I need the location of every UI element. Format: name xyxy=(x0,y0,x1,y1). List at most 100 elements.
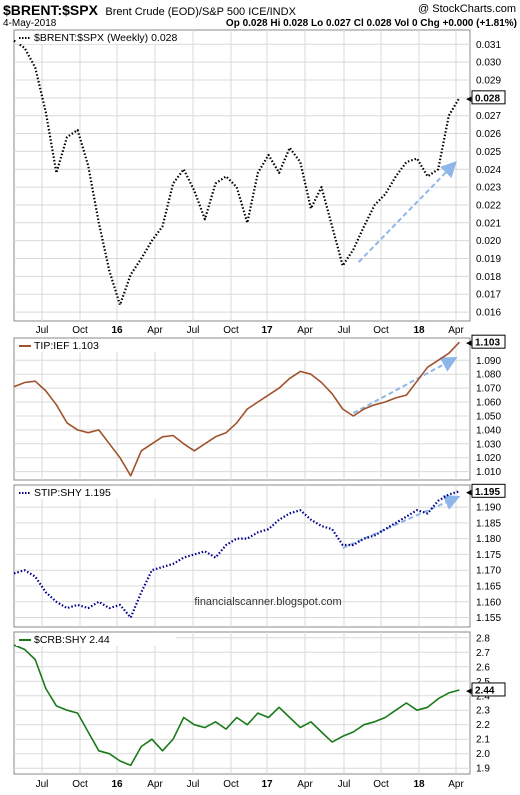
quote-date: 4-May-2018 xyxy=(3,18,57,29)
y-tick-label: 0.026 xyxy=(476,129,501,140)
legend-background xyxy=(16,486,176,499)
x-tick-label: Jul xyxy=(36,325,49,336)
last-value-label: 0.028 xyxy=(475,93,500,104)
last-value-badge xyxy=(471,90,506,105)
last-value-label: 2.44 xyxy=(475,685,495,696)
symbol-description: Brent Crude (EOD)/S&P 500 ICE/INDX xyxy=(105,6,296,18)
y-tick-label: 0.029 xyxy=(476,75,501,86)
panel-2: 1.090 1.080 1.070 1.060 1.050 1.040 1.030 1.020… xyxy=(13,334,506,481)
y-tick-label: 0.027 xyxy=(476,111,501,122)
x-tick-label: Jul xyxy=(187,779,200,790)
symbol-title: $BRENT:$SPX xyxy=(3,2,98,18)
x-tick-label: Oct xyxy=(223,779,239,790)
legend: $BRENT:$SPX (Weekly) 0.028 xyxy=(16,31,178,44)
ohlc-summary: Op 0.028 Hi 0.028 Lo 0.027 Cl 0.028 Vol … xyxy=(225,18,517,29)
trend-arrow xyxy=(352,356,458,415)
y-tick-label: 0.016 xyxy=(476,308,501,319)
x-tick-label: Jul xyxy=(338,325,351,336)
legend: $CRB:SHY 2.44 xyxy=(16,633,176,646)
y-tick-label: 2.5 xyxy=(476,677,490,688)
legend-label: $BRENT:$SPX (Weekly) 0.028 xyxy=(34,32,178,44)
y-tick-label: 1.010 xyxy=(476,467,501,478)
x-tick-label: Apr xyxy=(297,325,313,336)
y-tick-label: 2.4 xyxy=(476,691,490,702)
chart-header-line-1: $BRENT:$SPX Brent Crude (EOD)/S&P 500 IC… xyxy=(3,2,296,20)
y-tick-label: 0.017 xyxy=(476,290,501,301)
chart-header-line-2: 4-May-2018 Op 0.028 Hi 0.028 Lo 0.027 Cl… xyxy=(3,18,517,29)
last-value-pointer-icon: ◀ xyxy=(466,96,472,103)
y-tick-label: 2.7 xyxy=(476,648,490,659)
x-tick-label: Apr xyxy=(448,779,464,790)
x-tick-label: Oct xyxy=(72,779,88,790)
panel-1: 0.031 0.030 0.029 0.028 0.027 0.026 0.025 0.024… xyxy=(13,29,506,322)
x-tick-label: Oct xyxy=(223,325,239,336)
y-tick-label: 2.6 xyxy=(476,662,490,673)
y-tick-label: 0.025 xyxy=(476,147,501,158)
y-tick-label: 2.1 xyxy=(476,735,490,746)
legend-label: TIP:IEF 1.103 xyxy=(34,340,99,352)
y-tick-label: 1.050 xyxy=(476,411,501,422)
last-value-pointer-icon: ◀ xyxy=(466,489,472,496)
trend-arrow xyxy=(357,161,457,263)
y-tick-label: 2.8 xyxy=(476,633,490,644)
y-tick-label: 2.2 xyxy=(476,720,490,731)
x-tick-label: 16 xyxy=(111,325,123,336)
x-tick-label: 18 xyxy=(413,779,425,790)
x-tick-label: Apr xyxy=(297,779,313,790)
x-tick-label: 16 xyxy=(111,779,123,790)
x-tick-label: Oct xyxy=(72,325,88,336)
x-tick-label: Oct xyxy=(373,325,389,336)
x-tick-label: 17 xyxy=(261,325,273,336)
x-tick-label: Oct xyxy=(373,779,389,790)
watermark-text: financialscanner.blogspot.com xyxy=(194,596,341,608)
y-tick-label: 0.018 xyxy=(476,272,501,283)
legend-label: $CRB:SHY 2.44 xyxy=(34,634,110,646)
legend: STIP:SHY 1.195 xyxy=(16,486,176,499)
panel-frame xyxy=(13,631,471,775)
legend-background xyxy=(16,339,176,352)
y-tick-label: 1.180 xyxy=(476,534,501,545)
panel-3: 1.190 1.185 1.180 1.175 1.170 1.165 1.160 1.155… xyxy=(13,483,506,628)
y-tick-label: 0.024 xyxy=(476,165,501,176)
x-tick-label: 18 xyxy=(413,325,425,336)
x-tick-label: Apr xyxy=(147,325,163,336)
x-tick-label: Jul xyxy=(338,779,351,790)
x-tick-label: 17 xyxy=(261,779,273,790)
series-line xyxy=(13,341,460,477)
series-line xyxy=(13,644,460,767)
y-tick-label: 2.0 xyxy=(476,749,490,760)
panel-frame xyxy=(13,337,471,481)
y-tick-label: 1.080 xyxy=(476,370,501,381)
y-tick-label: 0.020 xyxy=(476,236,501,247)
y-tick-label: 0.030 xyxy=(476,58,501,69)
y-tick-label: 1.175 xyxy=(476,550,501,561)
x-tick-label: Apr xyxy=(448,325,464,336)
x-tick-label: Jul xyxy=(36,779,49,790)
last-value-pointer-icon: ◀ xyxy=(466,688,472,695)
panel-frame xyxy=(13,29,471,322)
last-value-label: 1.195 xyxy=(475,487,500,498)
series-line xyxy=(13,490,460,619)
y-tick-label: 1.060 xyxy=(476,398,501,409)
y-tick-label: 1.155 xyxy=(476,613,501,624)
copyright-text: @ StockCharts.com xyxy=(418,3,516,15)
x-tick-label: Jul xyxy=(187,325,200,336)
y-tick-label: 1.190 xyxy=(476,503,501,514)
y-tick-label: 1.030 xyxy=(476,439,501,450)
last-value-badge xyxy=(471,334,506,349)
y-tick-label: 1.020 xyxy=(476,453,501,464)
copyright-label: @ StockCharts.com xyxy=(418,3,516,15)
y-tick-label: 1.090 xyxy=(476,356,501,367)
y-tick-label: 1.9 xyxy=(476,764,490,775)
legend-label: STIP:SHY 1.195 xyxy=(34,487,111,499)
last-value-badge xyxy=(471,483,506,498)
panel-4: 2.8 2.7 2.6 2.5 2.4 2.3 2.2 2.1 2.0 1.9 $CRB:SHY 2… xyxy=(13,631,506,775)
y-tick-label: 1.165 xyxy=(476,581,501,592)
y-tick-label: 0.021 xyxy=(476,218,501,229)
last-value-label: 1.103 xyxy=(475,338,500,349)
last-value-pointer-icon: ◀ xyxy=(466,340,472,347)
y-tick-label: 0.023 xyxy=(476,183,501,194)
legend: TIP:IEF 1.103 xyxy=(16,339,176,352)
